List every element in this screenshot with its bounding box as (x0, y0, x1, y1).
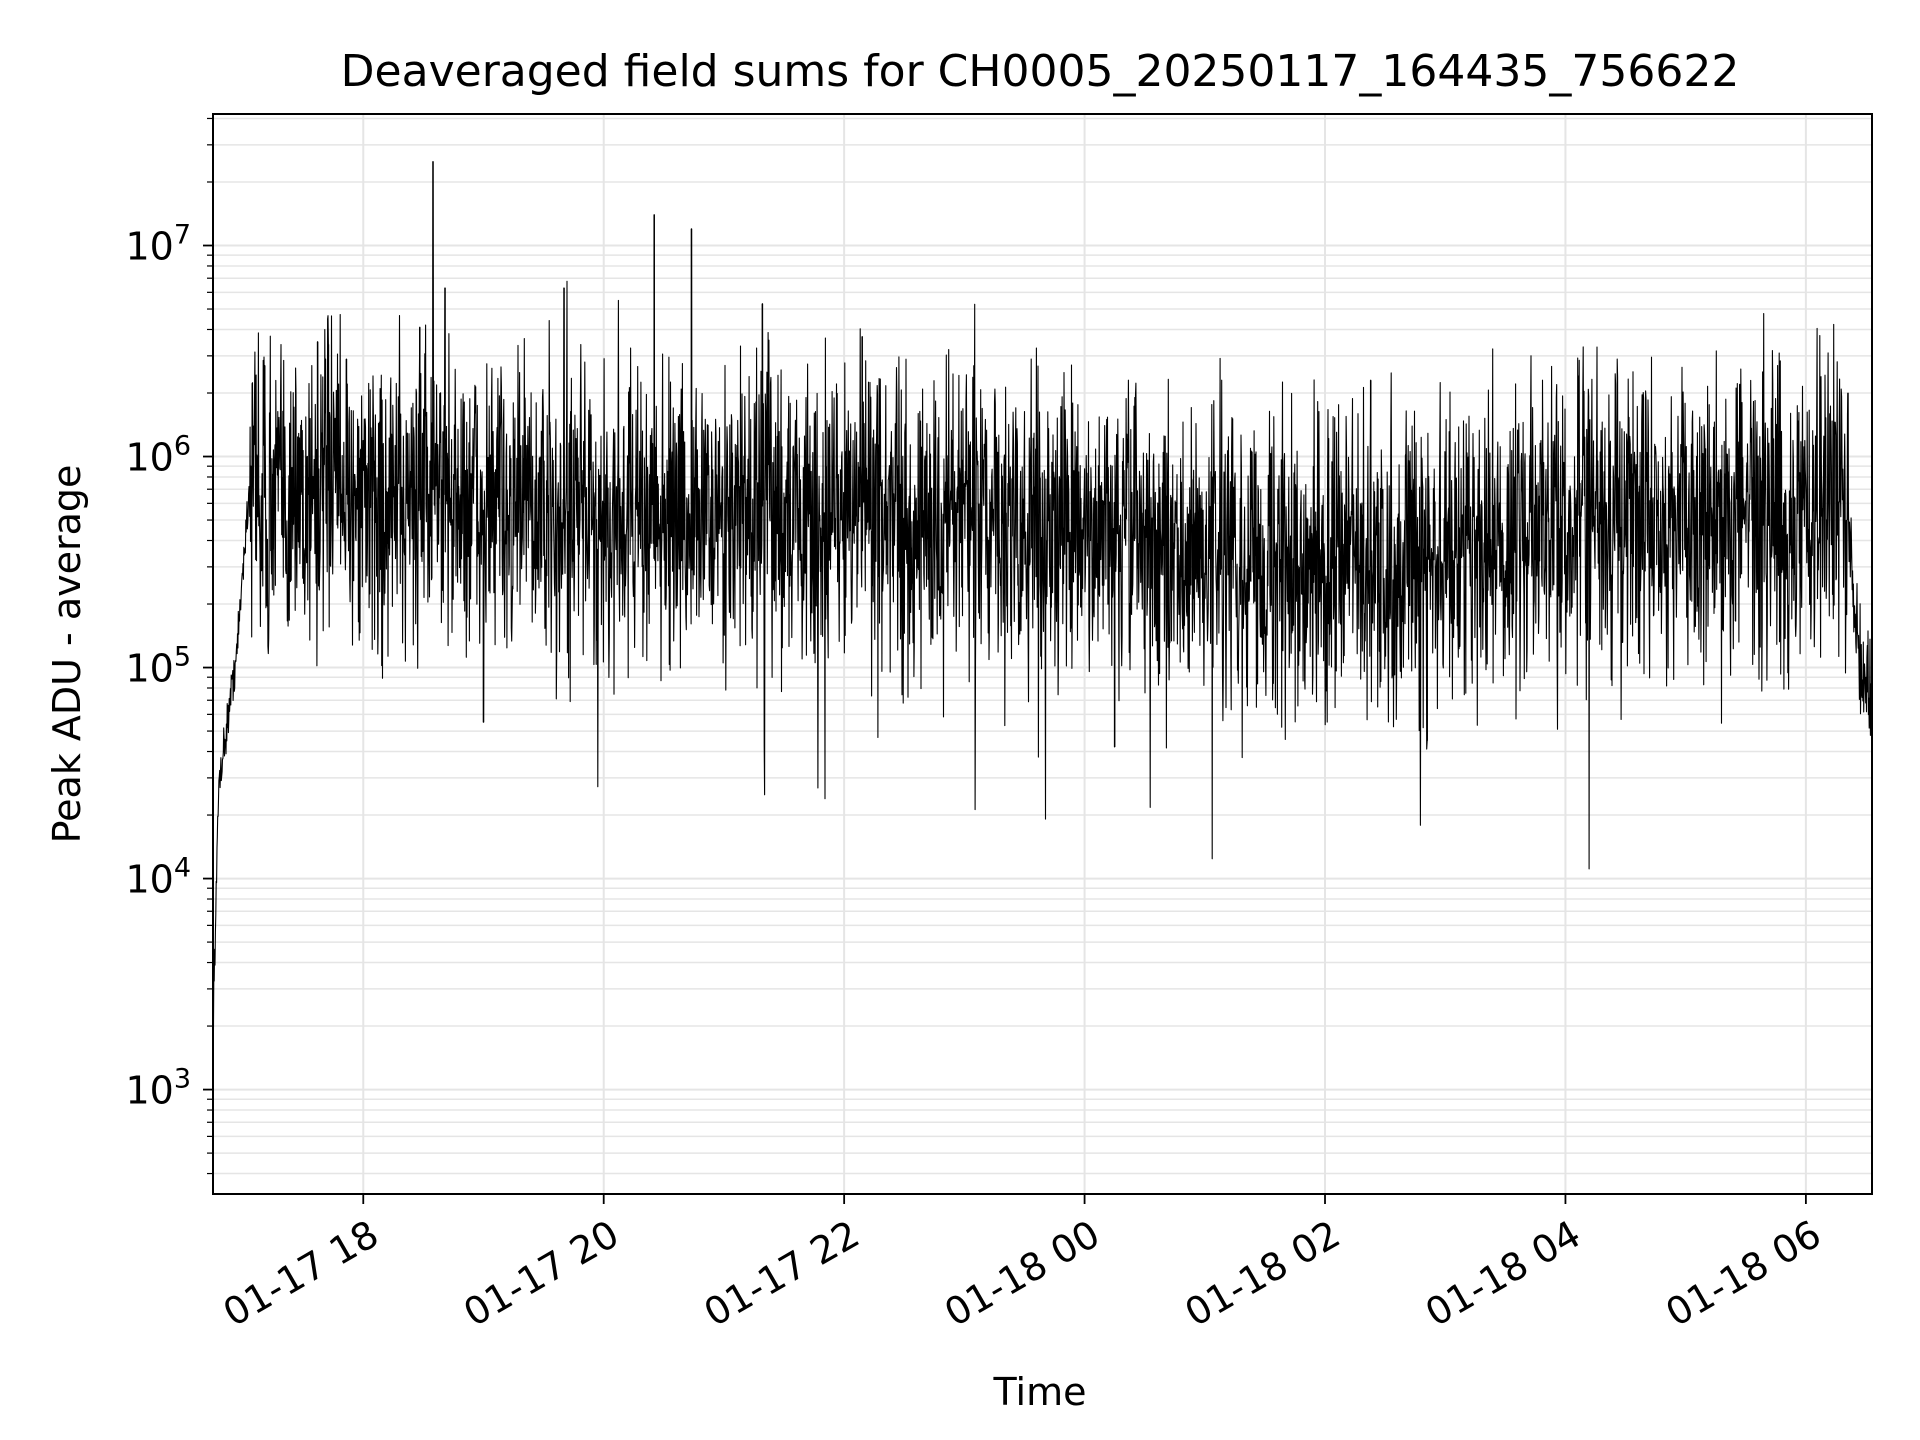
chart-title: Deaveraged field sums for CH0005_2025011… (341, 46, 1740, 97)
y-axis-label: Peak ADU - average (45, 465, 89, 844)
y-tick-labels: 103 104 105 106 107 (125, 220, 191, 1113)
series-line (212, 160, 1873, 1040)
y-tick-label: 107 (125, 220, 191, 269)
y-tick-label: 104 (125, 853, 191, 902)
y-tick-label: 106 (125, 431, 191, 480)
plot-frame (212, 113, 1873, 1195)
series-group (212, 160, 1873, 1040)
x-axis-label: Time (993, 1370, 1087, 1414)
y-tick-label: 103 (125, 1064, 191, 1113)
y-tick-label: 105 (125, 642, 191, 691)
axis-ticks (203, 117, 1807, 1204)
